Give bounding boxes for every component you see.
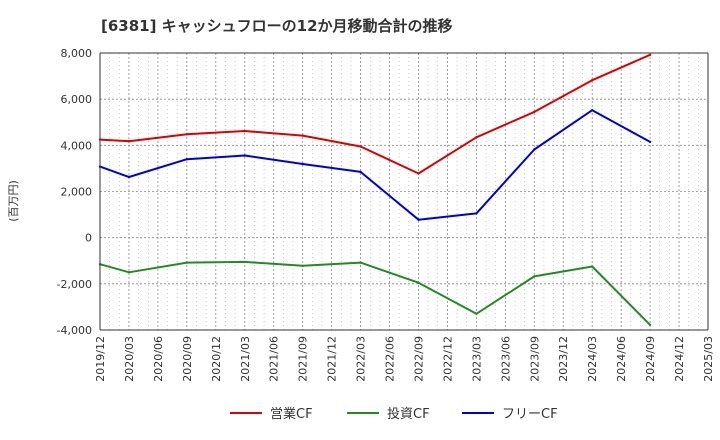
series-point (591, 79, 594, 82)
series-point (301, 134, 304, 137)
x-tick-label: 2024/06 (615, 336, 628, 382)
x-tick-label: 2021/12 (326, 336, 339, 382)
series-point (359, 170, 362, 174)
y-tick-label: -2,000 (57, 278, 92, 291)
series-point (591, 265, 594, 268)
series-point (533, 275, 536, 278)
series-point (591, 109, 594, 112)
series-point (243, 260, 246, 264)
x-tick-label: 2020/09 (181, 336, 194, 382)
x-tick-label: 2021/03 (239, 336, 252, 382)
y-tick-label: 8,000 (61, 47, 93, 60)
y-tick-label: 6,000 (61, 93, 93, 106)
x-tick-label: 2021/09 (297, 336, 310, 382)
x-tick-label: 2021/06 (268, 336, 281, 382)
x-tick-label: 2020/12 (210, 336, 223, 382)
series-point (127, 140, 131, 143)
series-point (185, 261, 189, 264)
chart-title: [6381] キャッシュフローの12か月移動合計の推移 (101, 17, 453, 35)
legend: 営業CF 投資CF フリーCF (230, 406, 558, 422)
series-point (648, 323, 652, 327)
legend-label-1: 営業CF (270, 406, 313, 422)
x-tick-label: 2023/06 (499, 336, 512, 382)
series-point (185, 158, 189, 161)
x-tick-label: 2023/03 (470, 336, 483, 382)
series-point (243, 154, 246, 157)
y-tick-labels: 8,000 6,000 4,000 2,000 0 -2,000 -4,000 (57, 47, 92, 337)
y-axis-label: (百万円) (7, 180, 20, 222)
series-point (648, 53, 652, 56)
series-point (533, 148, 536, 151)
x-tick-label: 2022/03 (355, 336, 368, 382)
x-tick-label: 2022/06 (384, 336, 397, 382)
y-tick-label: 4,000 (61, 139, 93, 152)
series-point (301, 264, 304, 267)
y-tick-label: -4,000 (57, 324, 92, 337)
y-tick-label: 0 (85, 232, 92, 245)
series-point (243, 129, 246, 133)
x-tick-label: 2024/03 (586, 336, 599, 382)
legend-label-3: フリーCF (502, 407, 558, 422)
series-point (533, 110, 536, 114)
series-point (301, 162, 304, 166)
series-point (359, 261, 362, 264)
x-tick-label: 2020/03 (123, 336, 136, 382)
axes (99, 52, 709, 331)
x-tick-label: 2019/12 (94, 336, 107, 382)
series-point (417, 281, 420, 284)
x-tick-label: 2022/09 (412, 336, 425, 382)
legend-label-2: 投資CF (387, 406, 430, 422)
x-tick-label: 2023/12 (557, 336, 570, 382)
y-tick-label: 2,000 (61, 186, 93, 199)
series-point (475, 212, 478, 215)
series-point (185, 133, 189, 136)
x-tick-label: 2022/12 (441, 336, 454, 382)
series-point (127, 271, 131, 274)
series-point (127, 175, 131, 179)
x-tick-label: 2025/03 (702, 336, 715, 382)
series-point (359, 145, 362, 148)
x-tick-label: 2023/09 (528, 336, 541, 382)
series-point (417, 218, 420, 221)
series-lines (98, 53, 652, 327)
x-tick-label: 2024/12 (673, 336, 686, 382)
series-point (475, 136, 478, 139)
series-point (648, 140, 652, 144)
x-tick-labels: 2019/12 2020/03 2020/06 2020/09 2020/12 2021/… (94, 336, 715, 382)
series-point (475, 312, 478, 315)
x-tick-label: 2020/06 (152, 336, 165, 382)
x-tick-label: 2024/09 (644, 336, 657, 382)
series-point (417, 172, 420, 175)
